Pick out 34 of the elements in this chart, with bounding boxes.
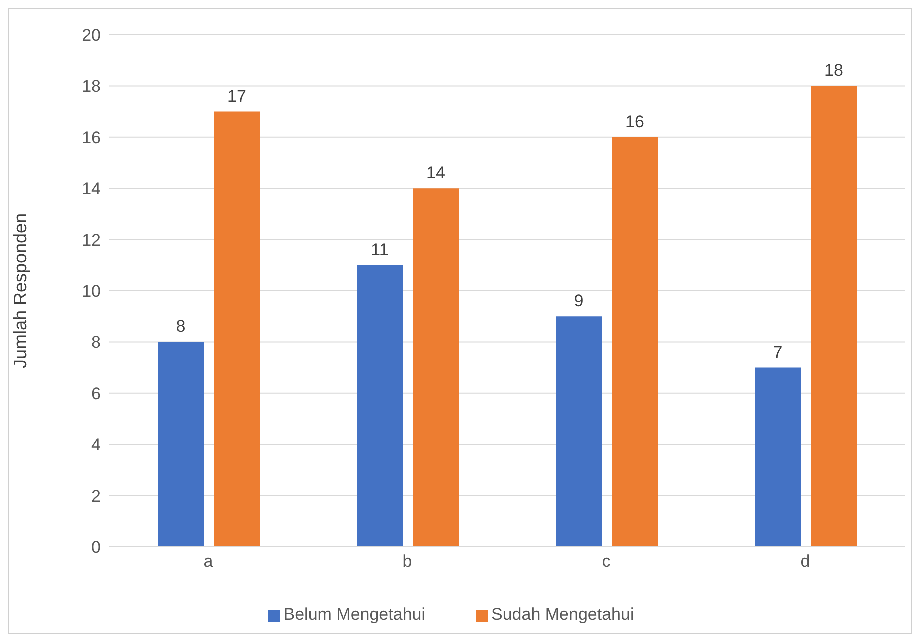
data-label: 18 (824, 61, 844, 80)
bar (357, 265, 403, 547)
bar (612, 137, 658, 547)
y-tick-label: 0 (92, 538, 101, 558)
y-tick-label: 6 (92, 384, 101, 404)
data-label: 16 (626, 112, 644, 132)
x-tick-label: b (402, 552, 412, 572)
y-tick-label: 16 (82, 128, 101, 148)
legend-label: Belum Mengetahui (284, 605, 426, 624)
y-tick-label: 2 (92, 486, 101, 506)
y-tick-label: 8 (92, 333, 101, 352)
bar (413, 188, 459, 547)
bar (556, 316, 602, 547)
y-tick-label: 12 (82, 230, 101, 250)
y-axis-title: Jumlah Responden (10, 213, 30, 369)
y-tick-label: 4 (92, 436, 101, 455)
y-tick-label: 20 (82, 26, 101, 46)
bar (755, 368, 801, 547)
data-label: 17 (228, 86, 246, 106)
data-label: 14 (426, 164, 446, 183)
y-tick-label: 18 (82, 77, 101, 96)
y-tick-label: 10 (82, 282, 101, 302)
legend-label: Sudah Mengetahui (492, 605, 634, 624)
bar (214, 112, 260, 547)
x-tick-label: d (800, 552, 810, 572)
data-label: 7 (773, 342, 783, 362)
data-label: 11 (371, 240, 389, 260)
data-label: 8 (176, 317, 186, 336)
x-tick-label: a (204, 552, 214, 572)
bar (811, 86, 857, 547)
y-tick-label: 14 (82, 180, 101, 199)
bar (158, 342, 204, 547)
x-tick-label: c (602, 552, 612, 572)
data-label: 9 (574, 292, 584, 311)
